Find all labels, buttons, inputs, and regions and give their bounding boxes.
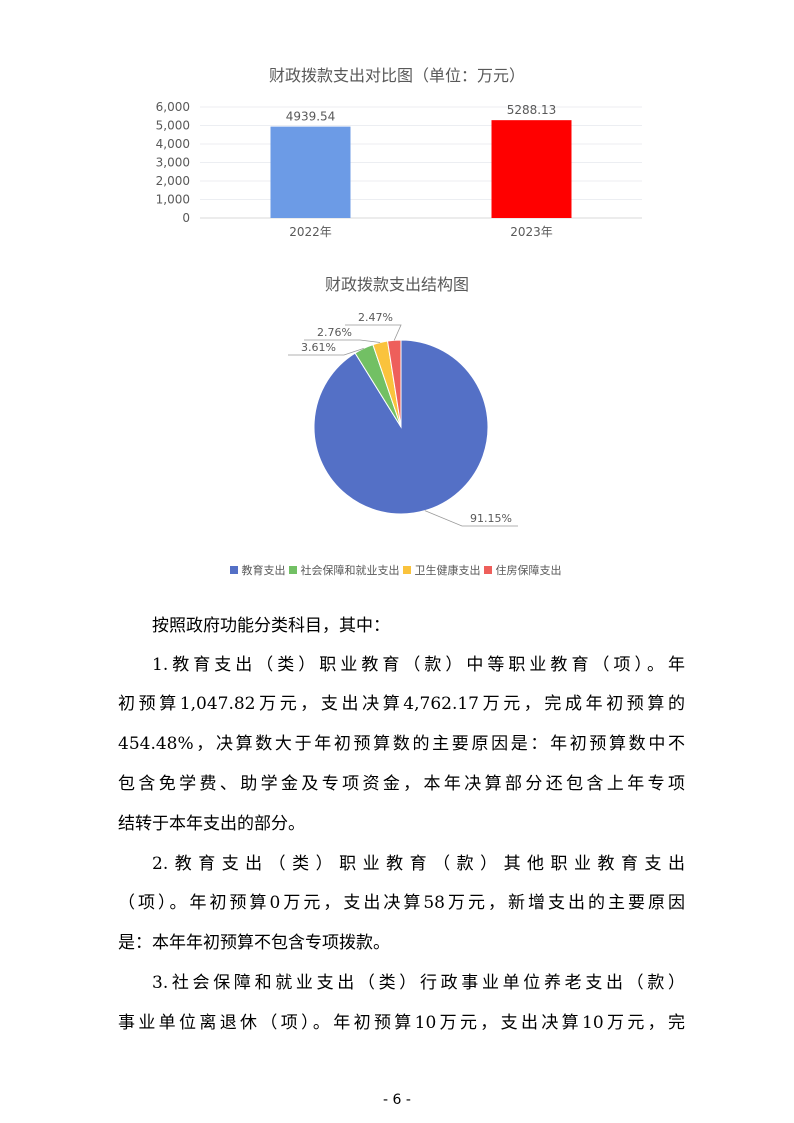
legend-item: 社会保障和就业支出 <box>288 562 400 578</box>
y-tick-label: 1,000 <box>156 193 190 207</box>
data-label: 5288.13 <box>507 103 557 117</box>
bar-chart-title: 财政拨款支出对比图（单位：万元） <box>268 66 525 85</box>
y-tick-label: 0 <box>182 211 190 225</box>
legend-swatch <box>288 566 297 574</box>
data-label: 2.47% <box>358 311 393 324</box>
page-number: - 6 - <box>383 1092 411 1108</box>
body-line: 初预算1,047.82万元，支出决算4,762.17万元，完成年初预算的 <box>118 694 685 714</box>
body-line: 按照政府功能分类科目，其中： <box>152 616 390 636</box>
bar-chart: 0 1,000 2,000 3,000 4,000 5,000 6,000 4939.54 20… <box>156 100 642 239</box>
leader-line <box>424 510 518 527</box>
legend-label: 教育支出 <box>241 564 286 577</box>
y-tick-label: 3,000 <box>156 156 190 170</box>
legend-label: 住房保障支出 <box>495 564 562 577</box>
body-line: （项）。年初预算0万元，支出决算58万元，新增支出的主要原因 <box>118 893 685 913</box>
y-tick-label: 2,000 <box>156 174 190 188</box>
legend-item: 教育支出 <box>229 562 286 578</box>
body-line: 包含免学费、助学金及专项资金，本年决算部分还包含上年专项 <box>118 774 685 794</box>
leader-line <box>288 347 364 356</box>
legend-label: 卫生健康支出 <box>414 564 481 577</box>
y-tick-label: 6,000 <box>156 100 190 114</box>
data-label: 3.61% <box>301 341 336 354</box>
legend-swatch <box>229 566 238 574</box>
legend-swatch <box>483 566 492 574</box>
pie-slice <box>386 339 402 428</box>
body-line: 事业单位离退休（项）。年初预算10万元，支出决算10万元，完 <box>118 1013 685 1033</box>
data-label: 2.76% <box>317 326 352 339</box>
legend-item: 住房保障支出 <box>483 562 562 578</box>
data-label: 91.15% <box>470 512 512 525</box>
x-tick-label: 2023年 <box>510 225 553 239</box>
body-line: 454.48%，决算数大于年初预算数的主要原因是：年初预算数中不 <box>118 734 685 754</box>
legend-item: 卫生健康支出 <box>402 562 481 578</box>
body-line: 1.教育支出（类）职业教育（款）中等职业教育（项）。年 <box>152 655 685 675</box>
pie-chart-title: 财政拨款支出结构图 <box>324 275 469 294</box>
body-line: 3.社会保障和就业支出（类）行政事业单位养老支出（款） <box>152 973 685 993</box>
leader-line <box>304 339 381 343</box>
pie-chart: 91.15% 3.61% 2.76% 2.47% <box>288 311 518 527</box>
legend-swatch <box>402 566 411 574</box>
y-tick-label: 5,000 <box>156 119 190 133</box>
bar <box>270 126 351 218</box>
data-label: 4939.54 <box>286 110 336 124</box>
leader-line <box>345 324 402 341</box>
body-line: 结转于本年支出的部分。 <box>118 814 305 834</box>
x-tick-label: 2022年 <box>289 225 332 239</box>
body-line: 2.教育支出（类）职业教育（款）其他职业教育支出 <box>152 854 685 874</box>
y-tick-label: 4,000 <box>156 137 190 151</box>
legend-label: 社会保障和就业支出 <box>300 564 400 577</box>
pie-legend: 教育支出 社会保障和就业支出 卫生健康支出 住房保障支出 <box>0 562 794 578</box>
bar <box>491 120 572 218</box>
body-line: 是：本年年初预算不包含专项拨款。 <box>118 933 390 953</box>
